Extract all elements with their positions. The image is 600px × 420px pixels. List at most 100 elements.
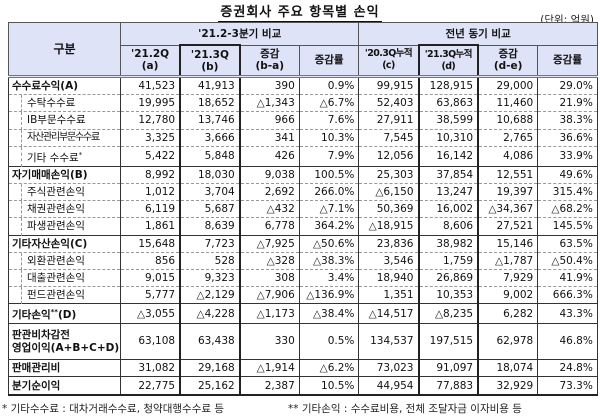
cell-value: 6,119 bbox=[120, 200, 181, 219]
cell-value: 12,056 bbox=[358, 146, 419, 167]
cell-value: 315.4% bbox=[537, 183, 598, 202]
cell-value: 37,854 bbox=[417, 165, 480, 184]
cell-value: 145.5% bbox=[537, 217, 598, 236]
cell-value: △7,925 bbox=[239, 234, 300, 253]
cell-value: 128,915 bbox=[417, 74, 480, 96]
cell-value: 266.0% bbox=[298, 183, 360, 202]
row-label: 기타 수수료* bbox=[8, 146, 121, 167]
cell-value: 22,775 bbox=[120, 376, 181, 396]
cell-value: 1,861 bbox=[120, 217, 181, 236]
row-label: IB부문수수료 bbox=[8, 111, 121, 130]
cell-value: 5,848 bbox=[179, 146, 241, 167]
cell-value: 3.4% bbox=[298, 269, 360, 288]
cell-value: 18,652 bbox=[179, 94, 241, 113]
cell-value: △432 bbox=[239, 200, 300, 219]
row-label: 파생관련손익 bbox=[8, 217, 121, 236]
cell-value: 27,911 bbox=[358, 111, 419, 130]
profit-loss-table: 구분 '21.2-3분기 비교 전년 동기 비교 '21.2Q (a) '21.3… bbox=[8, 22, 598, 396]
cell-value: 23,836 bbox=[358, 234, 419, 253]
page-title: 증권회사 주요 항목별 손익 bbox=[0, 1, 600, 22]
header-col-21-2q: '21.2Q (a) bbox=[120, 44, 181, 77]
cell-value: 77,883 bbox=[417, 376, 480, 396]
cell-value: △1,173 bbox=[239, 303, 300, 325]
row-label: 기타손익**(D) bbox=[8, 303, 121, 325]
table-row: 판관비차감전 영업이익(A+B+C+D) 63,108 63,438 330 0.5% 13… bbox=[8, 323, 598, 361]
cell-value: 966 bbox=[239, 111, 300, 130]
cell-value: 0.9% bbox=[298, 74, 360, 96]
cell-value: △7.1% bbox=[298, 200, 360, 219]
table-row: 기타 수수료* 5,422 5,848 426 7.9% 12,056 16,142 4,08… bbox=[8, 146, 598, 167]
cell-value: 62,978 bbox=[477, 323, 539, 361]
cell-value: △1,343 bbox=[239, 94, 300, 113]
header-col-21-3q: '21.3Q (b) bbox=[179, 44, 241, 77]
cell-value: 9,002 bbox=[477, 286, 539, 305]
cell-value: 25,303 bbox=[358, 165, 419, 184]
cell-value: 3,666 bbox=[179, 129, 241, 147]
cell-value: 43.3% bbox=[537, 303, 598, 325]
cell-value: △136.9% bbox=[298, 286, 360, 305]
cell-value: 46.8% bbox=[537, 323, 598, 361]
row-label: 자산관리부문수수료 bbox=[8, 129, 121, 147]
cell-value: 50,369 bbox=[358, 200, 419, 219]
header-col-change-de: 증감 (d-e) bbox=[477, 44, 539, 77]
cell-value: 32,929 bbox=[477, 376, 539, 396]
cell-value: 99,915 bbox=[358, 74, 419, 96]
cell-value: 10.3% bbox=[298, 129, 360, 147]
table-row: IB부문수수료 12,780 13,746 966 7.6% 27,911 38,599 10… bbox=[8, 111, 598, 130]
row-label: 수탁수수료 bbox=[8, 94, 121, 113]
cell-value: 18,030 bbox=[179, 165, 241, 184]
cell-value: △4,228 bbox=[179, 303, 241, 325]
cell-value: 12,780 bbox=[120, 111, 181, 130]
cell-value: 15,648 bbox=[120, 234, 181, 253]
cell-value: 7.9% bbox=[298, 146, 360, 167]
cell-value: △328 bbox=[239, 252, 300, 270]
cell-value: 44,954 bbox=[358, 376, 419, 396]
cell-value: 24.8% bbox=[537, 359, 598, 378]
cell-value: 4,086 bbox=[477, 146, 539, 167]
row-label: 대출관련손익 bbox=[8, 269, 121, 288]
row-label: 외환관련손익 bbox=[8, 252, 121, 270]
cell-value: △8,235 bbox=[417, 303, 480, 325]
cell-value: 25,162 bbox=[179, 376, 241, 396]
cell-value: 16,002 bbox=[417, 200, 480, 219]
row-label: 분기순이익 bbox=[8, 376, 121, 396]
cell-value: 528 bbox=[179, 252, 241, 270]
cell-value: 330 bbox=[239, 323, 300, 361]
cell-value: 11,460 bbox=[477, 94, 539, 113]
table-row: 주식관련손익 1,012 3,704 2,692 266.0% △6,150 13,247 1… bbox=[8, 183, 598, 202]
cell-value: △38.3% bbox=[298, 252, 360, 270]
cell-value: 5,422 bbox=[120, 146, 181, 167]
cell-value: 9,038 bbox=[239, 165, 300, 184]
cell-value: 19,995 bbox=[120, 94, 181, 113]
cell-value: 8,639 bbox=[179, 217, 241, 236]
cell-value: 426 bbox=[239, 146, 300, 167]
table-row: 기타손익**(D) △3,055 △4,228 △1,173 △38.4% △14,517… bbox=[8, 303, 598, 325]
cell-value: △38.4% bbox=[298, 303, 360, 325]
cell-value: 1,351 bbox=[358, 286, 419, 305]
table-row: 기타자산손익(C) 15,648 7,723 △7,925 △50.6% 23,836 38… bbox=[8, 234, 598, 253]
cell-value: 3,704 bbox=[179, 183, 241, 202]
table-row: 펀드관련손익 5,777 △2,129 △7,906 △136.9% 1,351 10,35… bbox=[8, 286, 598, 305]
cell-value: 5,777 bbox=[120, 286, 181, 305]
cell-value: 2,692 bbox=[239, 183, 300, 202]
cell-value: 13,746 bbox=[179, 111, 241, 130]
cell-value: △68.2% bbox=[537, 200, 598, 219]
cell-value: △6.2% bbox=[298, 359, 360, 378]
cell-value: 6,778 bbox=[239, 217, 300, 236]
table-row: 대출관련손익 9,015 9,323 308 3.4% 18,940 26,869 7,929… bbox=[8, 269, 598, 288]
cell-value: 0.5% bbox=[298, 323, 360, 361]
cell-value: 16,142 bbox=[417, 146, 480, 167]
row-label: 펀드관련손익 bbox=[8, 286, 121, 305]
table-row: 외환관련손익 856 528 △328 △38.3% 3,546 1,759 △1,787 △5… bbox=[8, 252, 598, 270]
cell-value: 41,523 bbox=[120, 74, 181, 96]
cell-value: 10,310 bbox=[417, 129, 480, 147]
cell-value: 7,723 bbox=[179, 234, 241, 253]
header-category: 구분 bbox=[8, 22, 121, 77]
cell-value: 10,688 bbox=[477, 111, 539, 130]
row-label: 자기매매손익(B) bbox=[8, 165, 121, 184]
cell-value: 41.9% bbox=[537, 269, 598, 288]
cell-value: 856 bbox=[120, 252, 181, 270]
cell-value: 1,012 bbox=[120, 183, 181, 202]
cell-value: 18,074 bbox=[477, 359, 539, 378]
cell-value: 38.3% bbox=[537, 111, 598, 130]
